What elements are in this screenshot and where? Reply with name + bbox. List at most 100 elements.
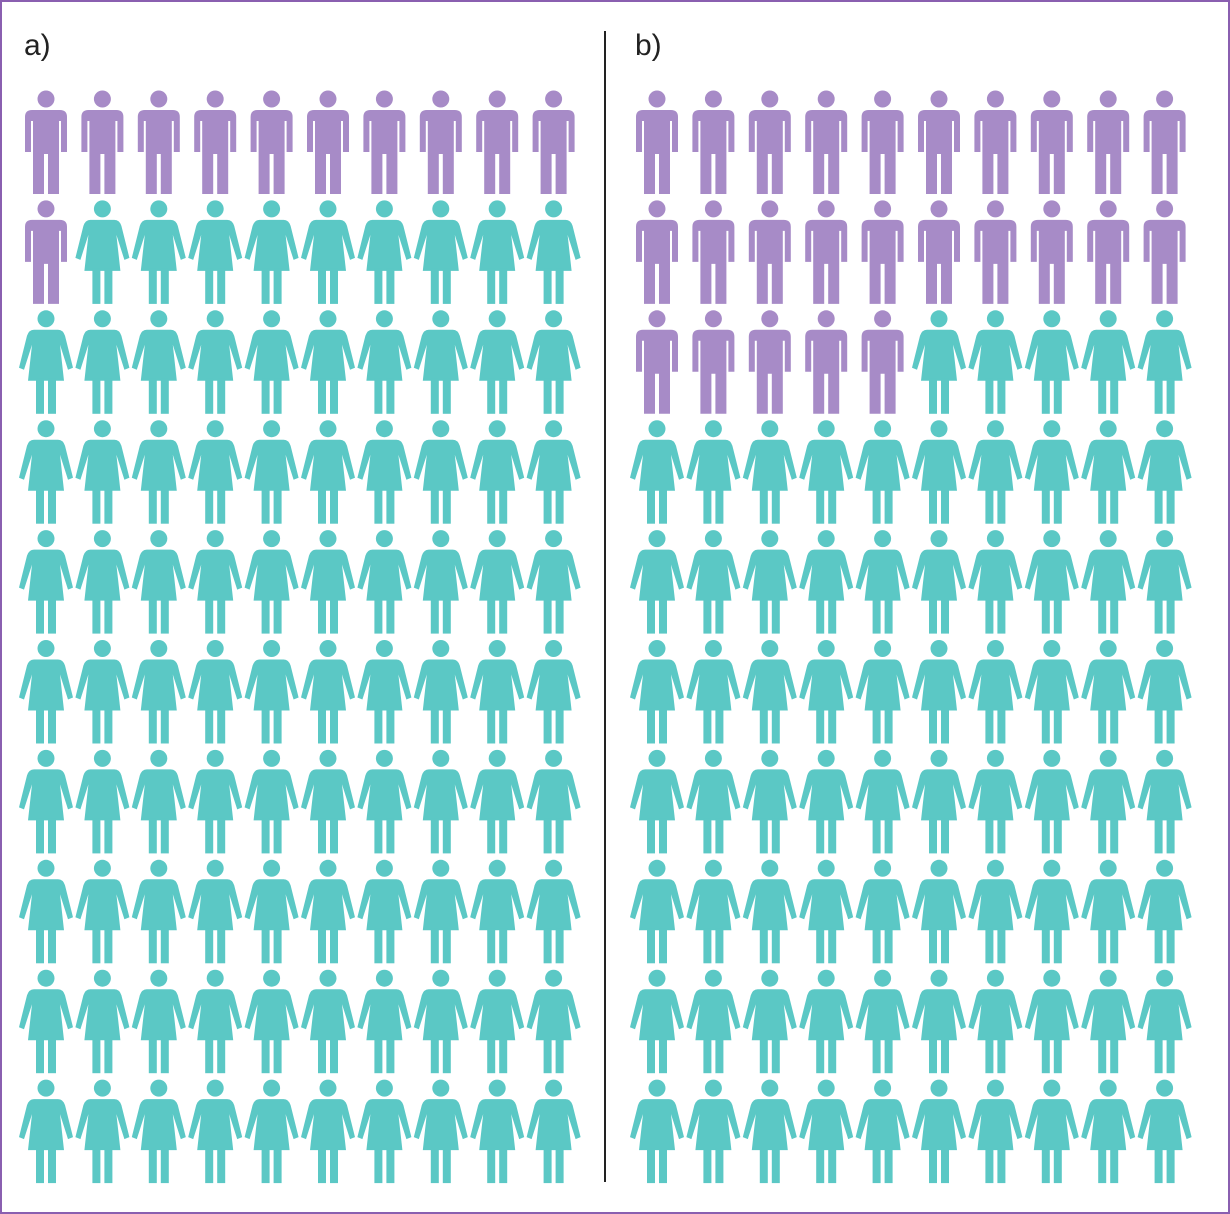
woman-icon: [131, 200, 186, 304]
woman-icon: [1137, 749, 1192, 854]
woman-icon: [1137, 1079, 1192, 1184]
woman-icon: [413, 1079, 468, 1184]
woman-icon: [686, 969, 741, 1074]
woman-icon: [686, 749, 741, 854]
woman-icon: [799, 530, 854, 634]
woman-icon: [742, 420, 797, 524]
woman-icon: [1137, 530, 1192, 634]
woman-icon: [526, 310, 581, 414]
woman-icon: [357, 1079, 412, 1184]
woman-icon: [413, 969, 468, 1074]
man-icon: [918, 200, 960, 304]
woman-icon: [131, 530, 186, 634]
woman-icon: [968, 530, 1023, 634]
woman-icon: [19, 640, 73, 744]
woman-icon: [1081, 310, 1136, 414]
woman-icon: [357, 200, 412, 304]
man-icon: [1143, 200, 1186, 304]
woman-icon: [799, 1079, 854, 1184]
woman-icon: [188, 530, 243, 634]
woman-icon: [244, 420, 299, 524]
woman-icon: [1137, 969, 1192, 1074]
woman-icon: [131, 859, 186, 964]
man-icon: [1143, 90, 1186, 194]
woman-icon: [470, 640, 525, 744]
woman-icon: [357, 420, 412, 524]
man-icon: [194, 90, 237, 194]
woman-icon: [75, 749, 130, 854]
woman-icon: [470, 859, 525, 964]
woman-icon: [75, 200, 130, 304]
woman-icon: [630, 859, 684, 964]
woman-icon: [799, 859, 854, 964]
woman-icon: [630, 640, 684, 744]
man-icon: [692, 90, 735, 194]
man-icon: [636, 310, 678, 414]
man-icon: [861, 90, 904, 194]
woman-icon: [357, 859, 412, 964]
woman-icon: [799, 420, 854, 524]
woman-icon: [19, 969, 73, 1074]
pictogram-panel-a: [19, 90, 581, 1184]
woman-icon: [75, 530, 130, 634]
man-icon: [81, 90, 124, 194]
woman-icon: [131, 420, 186, 524]
woman-icon: [968, 640, 1023, 744]
woman-icon: [686, 420, 741, 524]
woman-icon: [470, 1079, 525, 1184]
man-icon: [363, 90, 406, 194]
man-icon: [532, 90, 575, 194]
woman-icon: [413, 859, 468, 964]
woman-icon: [188, 1079, 243, 1184]
woman-icon: [855, 420, 910, 524]
woman-icon: [855, 530, 910, 634]
woman-icon: [19, 310, 73, 414]
woman-icon: [244, 859, 299, 964]
pictogram-panel-b: [630, 90, 1192, 1184]
panel-divider: [604, 31, 606, 1182]
woman-icon: [742, 1079, 797, 1184]
woman-icon: [188, 969, 243, 1074]
woman-icon: [357, 969, 412, 1074]
woman-icon: [742, 859, 797, 964]
woman-icon: [742, 640, 797, 744]
woman-icon: [75, 640, 130, 744]
woman-icon: [301, 969, 355, 1074]
woman-icon: [1024, 420, 1079, 524]
woman-icon: [244, 530, 299, 634]
woman-icon: [912, 859, 966, 964]
woman-icon: [912, 530, 966, 634]
woman-icon: [131, 749, 186, 854]
woman-icon: [1024, 969, 1079, 1074]
woman-icon: [188, 310, 243, 414]
woman-icon: [301, 859, 355, 964]
woman-icon: [1024, 859, 1079, 964]
woman-icon: [968, 749, 1023, 854]
woman-icon: [19, 420, 73, 524]
man-icon: [636, 90, 678, 194]
panel-label-a: a): [24, 29, 51, 62]
woman-icon: [855, 1079, 910, 1184]
woman-icon: [1137, 420, 1192, 524]
woman-icon: [1137, 859, 1192, 964]
woman-icon: [75, 969, 130, 1074]
woman-icon: [301, 310, 355, 414]
woman-icon: [912, 1079, 966, 1184]
woman-icon: [244, 1079, 299, 1184]
woman-icon: [526, 420, 581, 524]
woman-icon: [630, 749, 684, 854]
man-icon: [476, 90, 519, 194]
woman-icon: [301, 749, 355, 854]
woman-icon: [357, 640, 412, 744]
woman-icon: [799, 640, 854, 744]
woman-icon: [742, 969, 797, 1074]
woman-icon: [19, 1079, 73, 1184]
woman-icon: [244, 969, 299, 1074]
man-icon: [748, 200, 791, 304]
man-icon: [748, 90, 791, 194]
man-icon: [692, 200, 735, 304]
woman-icon: [968, 310, 1023, 414]
man-icon: [918, 90, 960, 194]
woman-icon: [526, 200, 581, 304]
man-icon: [974, 200, 1017, 304]
